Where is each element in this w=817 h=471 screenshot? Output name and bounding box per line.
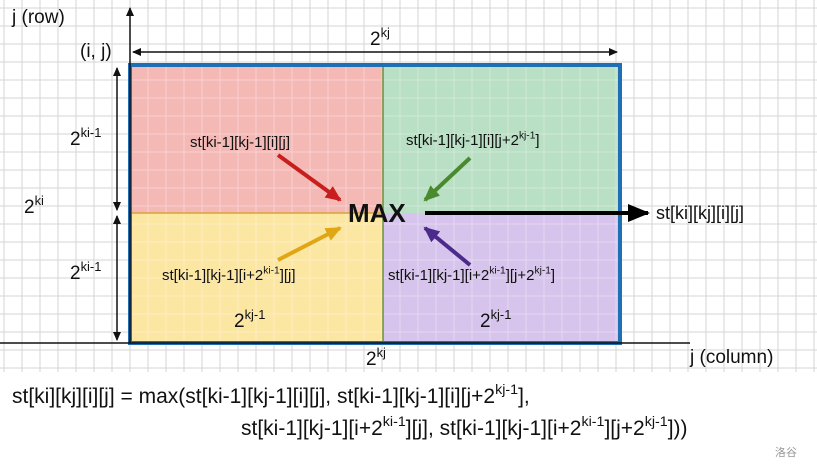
arrow-top-left [276, 153, 342, 202]
superscript: ki-1 [80, 259, 102, 274]
text-segment: ][j] [279, 267, 296, 284]
text-segment: st[ki][kj][i][j] [656, 203, 745, 223]
overlay-grid [129, 65, 620, 343]
superscript: kj-1 [534, 265, 551, 277]
text-segment: st[ki-1][kj-1][i+2 [162, 267, 264, 284]
superscript: kj-1 [644, 414, 668, 431]
origin-label: (i, j) [80, 42, 112, 61]
purple-width-label: 2kj-1 [480, 308, 511, 332]
text-segment: j (column) [690, 347, 774, 368]
bottom-right-label: st[ki-1][kj-1][i+2ki-1][j+2kj-1] [388, 265, 556, 284]
top-width-label: 2kj [370, 26, 390, 50]
quadrant-top-right [383, 65, 620, 213]
max-label: MAX [348, 200, 406, 226]
superscript: ki-1 [263, 265, 280, 277]
result-label: st[ki][kj][i][j] [656, 204, 744, 222]
total-height-label: 2ki [24, 194, 44, 218]
superscript: ki-1 [489, 265, 506, 277]
superscript: kj-1 [244, 307, 266, 322]
text-segment: ] [550, 267, 556, 284]
superscript: kj-1 [495, 382, 519, 399]
text-segment: 2 [366, 349, 377, 370]
superscript: kj [376, 345, 386, 360]
text-segment: st[ki-1][kj-1][i][j+2 [406, 132, 519, 149]
yellow-width-label: 2kj-1 [234, 308, 265, 332]
text-segment: st[ki-1][kj-1][i+2 [241, 417, 383, 440]
text-segment: ][j+2 [505, 267, 535, 284]
superscript: kj-1 [518, 130, 536, 142]
text-segment: 2 [480, 311, 491, 332]
text-segment: ] [535, 132, 540, 149]
text-segment: j (row) [12, 7, 65, 28]
y-axis-label: j (row) [12, 8, 65, 27]
formula-line-2: st[ki-1][kj-1][i+2ki-1][j], st[ki-1][kj-… [241, 415, 688, 440]
text-segment: MAX [348, 198, 406, 228]
lower-height-label: 2ki-1 [70, 260, 101, 284]
text-segment: (i, j) [80, 41, 112, 62]
text-segment: ])) [667, 417, 688, 440]
arrow-bottom-left [277, 226, 342, 262]
superscript: ki-1 [382, 414, 406, 431]
upper-height-label: 2ki-1 [70, 126, 101, 150]
text-segment: 2 [370, 29, 381, 50]
text-segment: 2 [70, 263, 81, 284]
arrow-bottom-right [423, 226, 472, 267]
x-axis-label: j (column) [690, 348, 773, 367]
superscript: ki [34, 193, 44, 208]
top-right-label: st[ki-1][kj-1][i][j+2kj-1] [406, 130, 540, 149]
superscript: ki-1 [80, 125, 102, 140]
text-segment: ][j+2 [604, 417, 645, 440]
text-segment: 2 [24, 197, 35, 218]
watermark: 洛谷 [775, 447, 797, 459]
bottom-width-label: 2kj [366, 346, 386, 370]
superscript: ki-1 [581, 414, 605, 431]
text-segment: ], [518, 385, 530, 408]
text-segment: st[ki-1][kj-1][i+2 [388, 267, 490, 284]
text-segment: ][j], st[ki-1][kj-1][i+2 [405, 417, 582, 440]
text-segment: 2 [70, 129, 81, 150]
top-left-label: st[ki-1][kj-1][i][j] [190, 135, 290, 150]
text-segment: 2 [234, 311, 245, 332]
formula-line-1: st[ki][kj][i][j] = max(st[ki-1][kj-1][i]… [12, 383, 530, 408]
superscript: kj [380, 25, 390, 40]
bottom-left-label: st[ki-1][kj-1][i+2ki-1][j] [162, 265, 296, 284]
quadrant-bottom-right [383, 213, 620, 343]
text-segment: st[ki][kj][i][j] = max(st[ki-1][kj-1][i]… [12, 385, 496, 408]
arrow-top-right [423, 156, 472, 202]
text-segment: st[ki-1][kj-1][i][j] [190, 134, 291, 151]
superscript: kj-1 [490, 307, 512, 322]
